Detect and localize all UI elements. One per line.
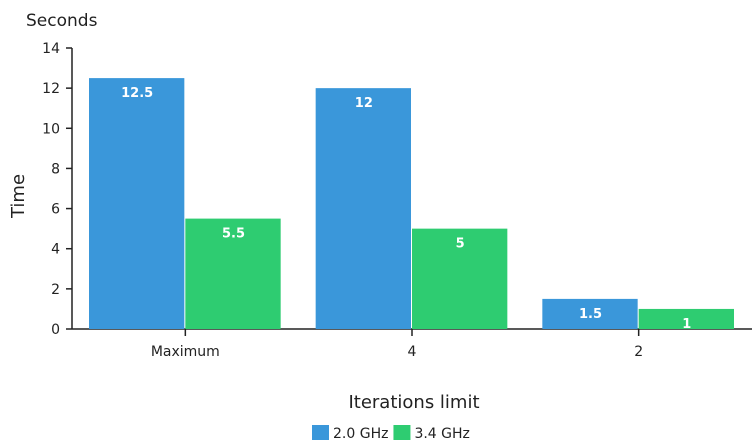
y-tick-label: 12: [42, 81, 60, 97]
legend-label: 2.0 GHz: [333, 426, 388, 440]
x-axis: Maximum 4 2: [72, 328, 752, 360]
data-label: 5: [456, 237, 465, 252]
y-axis: 0 2 4 6 8 10 12 14: [42, 41, 73, 338]
bar: [638, 308, 734, 329]
x-tick-label: Maximum: [151, 344, 220, 360]
y-tick-label: 8: [51, 161, 60, 177]
data-label: 1: [682, 317, 691, 332]
y-tick-label: 14: [42, 41, 60, 57]
y-axis-title: Time: [8, 174, 29, 219]
legend-label: 3.4 GHz: [414, 426, 469, 440]
legend: 2.0 GHz 3.4 GHz: [312, 425, 470, 440]
y-tick-label: 2: [51, 282, 60, 298]
data-label: 12.5: [121, 86, 153, 101]
y-tick-label: 0: [51, 322, 60, 338]
data-label: 1.5: [579, 307, 602, 322]
x-tick-label: 2: [634, 344, 643, 360]
x-tick-label: 4: [408, 344, 417, 360]
data-label: 12: [355, 96, 373, 111]
bar: [542, 298, 638, 329]
bars-group: 12.5 12 1.5 5.5 5 1: [89, 78, 734, 332]
x-axis-title: Iterations limit: [348, 392, 479, 413]
data-label: 5.5: [222, 227, 245, 242]
bar: [412, 228, 508, 329]
y-tick-label: 10: [42, 121, 60, 137]
y-unit-label: Seconds: [26, 11, 98, 31]
legend-swatch: [393, 425, 411, 440]
bar: [185, 218, 281, 329]
legend-swatch: [312, 425, 329, 440]
bar: [89, 78, 185, 329]
bar: [315, 88, 411, 330]
y-tick-label: 6: [51, 202, 60, 218]
y-tick-label: 4: [51, 242, 60, 258]
